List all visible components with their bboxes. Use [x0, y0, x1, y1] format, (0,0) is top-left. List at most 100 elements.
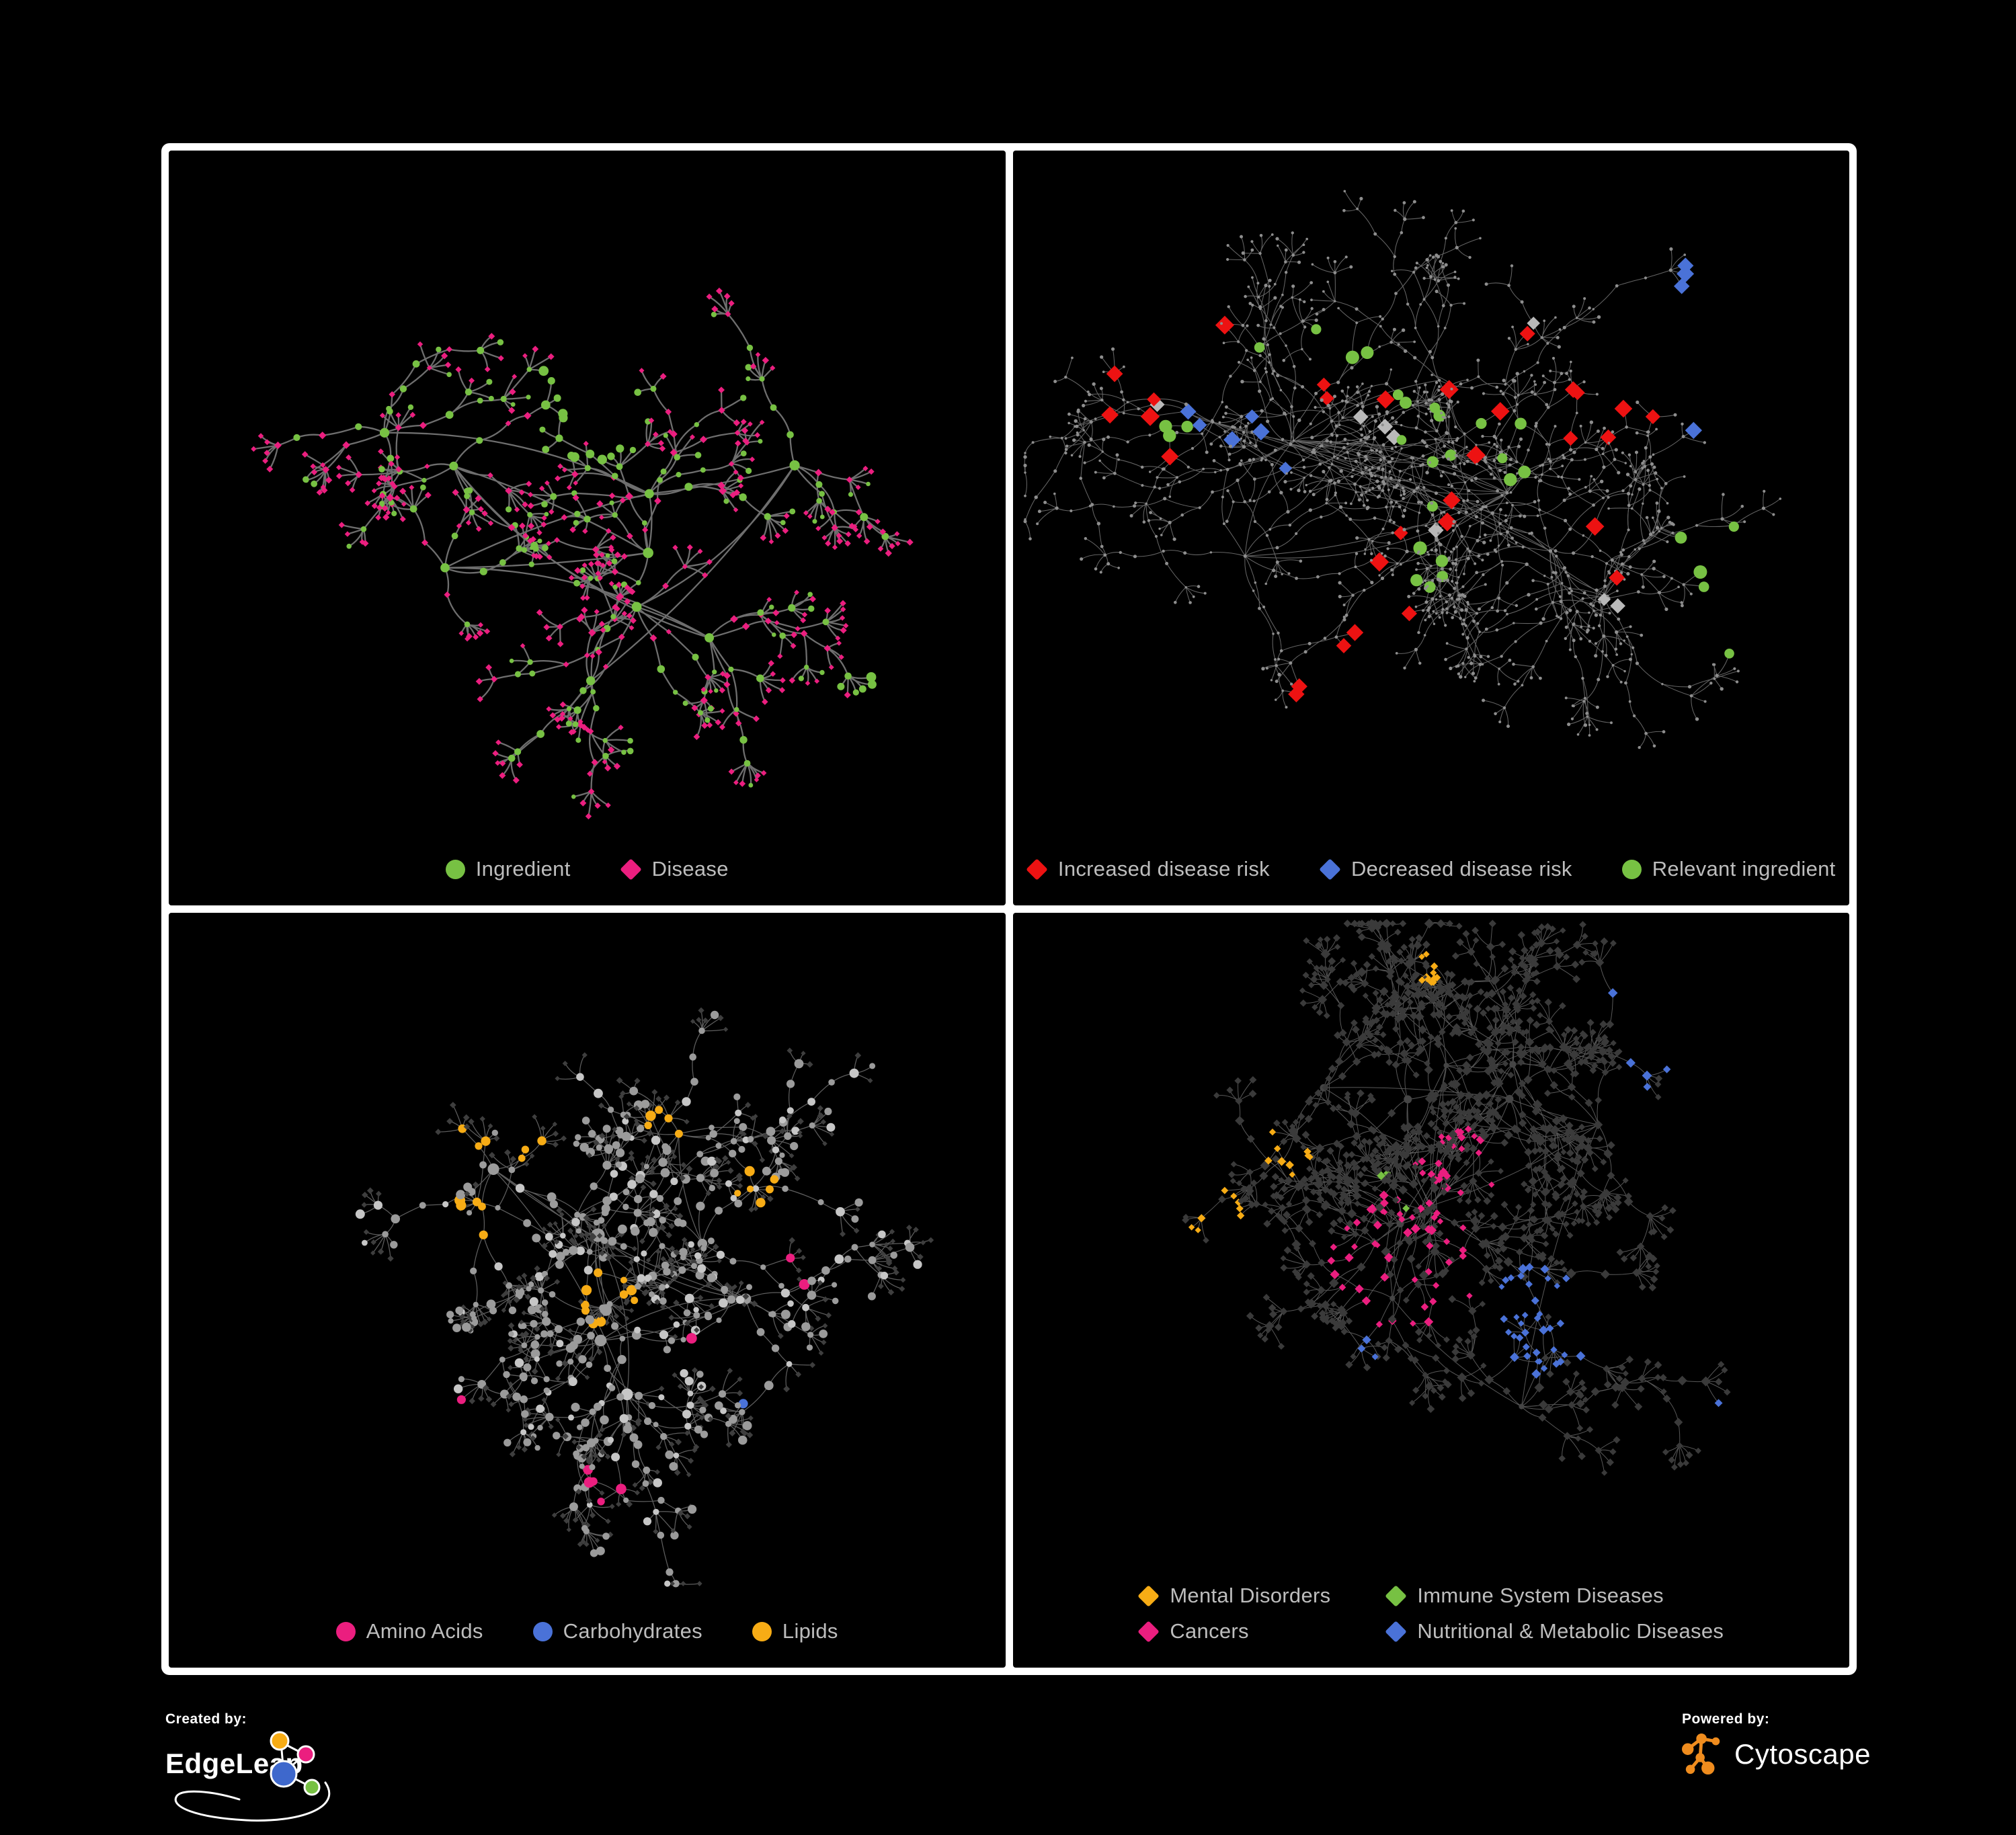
graph-node	[1655, 428, 1658, 431]
graph-edge	[1310, 503, 1326, 510]
graph-node	[1530, 391, 1533, 394]
graph-node	[1474, 676, 1477, 680]
graph-node	[1244, 425, 1248, 428]
graph-edge	[1638, 592, 1658, 594]
graph-edge	[512, 1432, 523, 1455]
graph-node	[1274, 575, 1277, 578]
graph-node	[1498, 522, 1502, 526]
graph-node	[659, 446, 666, 452]
graph-node	[1435, 523, 1438, 526]
graph-node	[1543, 319, 1545, 322]
graph-node	[1642, 483, 1644, 486]
graph-node	[1373, 233, 1377, 236]
graph-edge	[1271, 665, 1276, 680]
graph-node	[808, 606, 814, 612]
graph-node	[1515, 460, 1518, 463]
graph-node	[1360, 493, 1363, 497]
graph-node	[1562, 326, 1566, 329]
graph-edge	[1025, 473, 1026, 496]
graph-node	[1606, 595, 1609, 598]
graph-node	[1459, 382, 1462, 386]
graph-edge	[1577, 612, 1581, 627]
graph-node	[1309, 474, 1312, 477]
graph-node	[1601, 447, 1604, 450]
graph-node	[1389, 460, 1392, 463]
graph-node	[1461, 633, 1464, 636]
graph-node	[1463, 302, 1465, 305]
graph-node	[1499, 532, 1502, 535]
graph-node	[409, 485, 414, 490]
graph-node	[1467, 489, 1469, 492]
graph-node	[478, 622, 483, 628]
graph-node	[1597, 678, 1600, 682]
graph-edge	[1340, 507, 1367, 509]
graph-node	[1440, 512, 1443, 514]
graph-node	[1515, 418, 1527, 430]
graph-node	[1402, 489, 1406, 493]
graph-node	[1457, 278, 1459, 280]
graph-node	[1416, 552, 1419, 555]
graph-node	[1516, 403, 1519, 406]
graph-node	[1168, 521, 1171, 524]
graph-node	[1337, 307, 1340, 310]
graph-node	[1624, 682, 1627, 685]
graph-node	[1635, 661, 1638, 665]
graph-edge	[1104, 553, 1120, 555]
graph-node	[630, 617, 637, 624]
graph-edge	[1646, 432, 1648, 448]
graph-node	[1625, 473, 1629, 476]
graph-node	[579, 800, 586, 807]
graph-edge	[1346, 596, 1353, 616]
graph-node	[1453, 610, 1457, 614]
graph-node	[1568, 608, 1572, 612]
graph-node	[1192, 596, 1195, 598]
graph-edge	[1496, 623, 1513, 630]
graph-edge	[666, 567, 685, 586]
graph-node	[1197, 585, 1200, 588]
graph-edge	[1025, 442, 1033, 453]
graph-node	[1090, 503, 1094, 506]
graph-node	[1368, 489, 1371, 491]
graph-node	[548, 377, 555, 384]
graph-node	[1101, 450, 1103, 452]
graph-node	[1346, 401, 1348, 403]
graph-node	[1460, 535, 1463, 538]
graph-node	[1295, 577, 1298, 580]
graph-edge	[1292, 283, 1311, 298]
graph-node	[1242, 445, 1245, 448]
graph-edge	[1506, 565, 1526, 583]
graph-node	[714, 688, 719, 693]
graph-node	[1435, 612, 1437, 614]
graph-node	[1259, 234, 1262, 237]
graph-node	[1416, 400, 1418, 403]
graph-node	[446, 411, 454, 419]
graph-edge	[509, 491, 530, 515]
graph-node	[1438, 616, 1441, 619]
graph-node	[1486, 655, 1489, 658]
graph-edge	[1508, 338, 1515, 350]
graph-edge	[1642, 575, 1643, 587]
graph-edge	[1303, 478, 1304, 492]
graph-node	[1370, 553, 1373, 555]
graph-node	[1276, 374, 1279, 377]
graph-node	[1271, 397, 1274, 400]
graph-node	[1281, 690, 1284, 692]
graph-node	[1501, 564, 1504, 567]
graph-edge	[1529, 534, 1556, 551]
graph-edge	[483, 1235, 498, 1266]
graph-node	[866, 482, 871, 487]
graph-node	[1448, 399, 1451, 403]
graph-node	[1389, 477, 1392, 480]
graph-node	[1580, 626, 1582, 628]
graph-edge	[785, 1189, 821, 1202]
graph-node	[1326, 404, 1330, 407]
graph-edge	[1098, 524, 1102, 546]
graph-node	[1523, 515, 1526, 518]
graph-node	[1266, 343, 1268, 346]
graph-node	[1554, 425, 1556, 427]
graph-node	[1553, 381, 1556, 384]
graph-node	[1568, 378, 1570, 381]
graph-edge	[1600, 550, 1612, 560]
graph-edge	[631, 1262, 638, 1287]
graph-node	[1446, 284, 1449, 287]
